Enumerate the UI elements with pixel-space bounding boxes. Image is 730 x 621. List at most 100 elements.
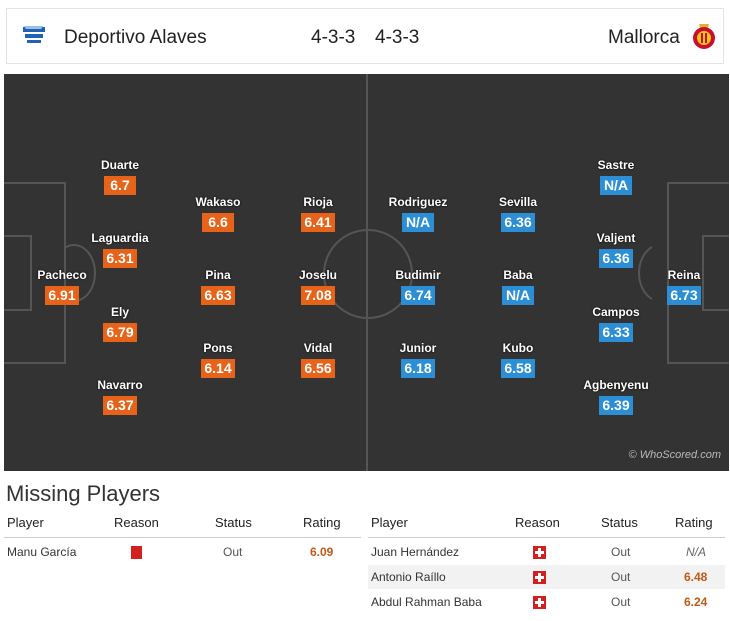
player-name: Rioja <box>303 195 333 209</box>
table-row[interactable]: Juan Hernández Out N/A <box>368 540 725 564</box>
injury-icon <box>533 546 546 559</box>
injury-icon <box>533 596 546 609</box>
home-player-laguardia[interactable]: Laguardia 6.31 <box>80 231 160 268</box>
player-name: Valjent <box>596 231 636 245</box>
watermark: © WhoScored.com <box>628 449 721 461</box>
player-name: Baba <box>503 268 533 282</box>
home-player-duarte[interactable]: Duarte 6.7 <box>80 158 160 195</box>
player-name: Rodriguez <box>388 195 448 209</box>
player-rating: 6.18 <box>401 359 435 378</box>
player-rating: 6.31 <box>103 249 137 268</box>
home-formation: 4-3-3 <box>311 27 356 48</box>
pitch: Pacheco 6.91 Duarte 6.7 Laguardia 6.31 E… <box>4 74 729 471</box>
away-penalty-box <box>667 182 729 364</box>
away-player-sastre[interactable]: Sastre N/A <box>576 158 656 195</box>
home-player-joselu[interactable]: Joselu 7.08 <box>278 268 358 305</box>
missing-status: Out <box>611 545 631 559</box>
table-row[interactable]: Antonio Raíllo Out 6.48 <box>368 565 725 589</box>
player-rating: 6.91 <box>45 286 79 305</box>
player-rating: 6.41 <box>301 213 335 232</box>
missing-rating: 6.24 <box>684 595 708 609</box>
col-player: Player <box>7 515 44 530</box>
away-player-kubo[interactable]: Kubo 6.58 <box>478 341 558 378</box>
player-name: Kubo <box>502 341 534 355</box>
missing-player-name[interactable]: Manu García <box>7 545 77 559</box>
player-rating: 6.7 <box>104 176 136 195</box>
home-player-vidal[interactable]: Vidal 6.56 <box>278 341 358 378</box>
away-player-reina[interactable]: Reina 6.73 <box>644 268 724 305</box>
missing-rating: 6.09 <box>310 545 334 559</box>
away-missing-table: Player Reason Status Rating Juan Hernánd… <box>368 515 725 615</box>
home-player-ely[interactable]: Ely 6.79 <box>80 305 160 342</box>
missing-player-name[interactable]: Juan Hernández <box>371 545 460 559</box>
home-player-pina[interactable]: Pina 6.63 <box>178 268 258 305</box>
player-name: Agbenyenu <box>583 378 649 392</box>
player-rating: 6.37 <box>103 396 137 415</box>
home-player-pacheco[interactable]: Pacheco 6.91 <box>22 268 102 305</box>
home-player-wakaso[interactable]: Wakaso 6.6 <box>178 195 258 232</box>
home-player-navarro[interactable]: Navarro 6.37 <box>80 378 160 415</box>
player-name: Pacheco <box>37 268 87 282</box>
center-circle <box>323 229 413 319</box>
alaves-crest-icon <box>21 23 47 52</box>
home-player-rioja[interactable]: Rioja 6.41 <box>278 195 358 232</box>
away-player-sevilla[interactable]: Sevilla 6.36 <box>478 195 558 232</box>
col-reason: Reason <box>114 515 159 530</box>
home-penalty-box <box>4 182 66 364</box>
injury-icon <box>533 571 546 584</box>
away-player-baba[interactable]: Baba N/A <box>478 268 558 305</box>
away-six-yard-box <box>702 235 729 311</box>
player-name: Vidal <box>303 341 333 355</box>
player-rating: 6.74 <box>401 286 435 305</box>
away-team-name[interactable]: Mallorca <box>608 27 680 48</box>
divider <box>368 537 725 538</box>
col-reason: Reason <box>515 515 560 530</box>
col-rating: Rating <box>675 515 713 530</box>
missing-status: Out <box>223 545 243 559</box>
missing-player-name[interactable]: Abdul Rahman Baba <box>371 595 482 609</box>
missing-rating: 6.48 <box>684 570 708 584</box>
player-rating: N/A <box>600 176 632 195</box>
divider <box>4 537 361 538</box>
missing-status: Out <box>611 570 631 584</box>
col-status: Status <box>601 515 638 530</box>
player-rating: 6.58 <box>501 359 535 378</box>
table-row[interactable]: Manu García Out 6.09 <box>4 540 361 564</box>
player-name: Sevilla <box>498 195 538 209</box>
player-name: Wakaso <box>195 195 241 209</box>
player-rating: 6.14 <box>201 359 235 378</box>
away-player-valjent[interactable]: Valjent 6.36 <box>576 231 656 268</box>
player-rating: 6.56 <box>301 359 335 378</box>
player-name: Pina <box>205 268 231 282</box>
missing-rating: N/A <box>686 545 707 559</box>
player-name: Campos <box>592 305 640 319</box>
home-team-name[interactable]: Deportivo Alaves <box>64 27 207 48</box>
player-rating: 6.36 <box>599 249 633 268</box>
missing-player-name[interactable]: Antonio Raíllo <box>371 570 446 584</box>
col-rating: Rating <box>303 515 341 530</box>
player-rating: 6.73 <box>667 286 701 305</box>
player-rating: 6.33 <box>599 323 633 342</box>
player-rating: 6.6 <box>202 213 234 232</box>
player-rating: 7.08 <box>301 286 335 305</box>
away-player-agbenyenu[interactable]: Agbenyenu 6.39 <box>576 378 656 415</box>
missing-players-title: Missing Players <box>6 481 161 506</box>
player-name: Navarro <box>97 378 143 392</box>
player-name: Laguardia <box>91 231 149 245</box>
player-name: Pons <box>203 341 233 355</box>
away-player-rodriguez[interactable]: Rodriguez N/A <box>378 195 458 232</box>
player-name: Duarte <box>100 158 139 172</box>
away-player-campos[interactable]: Campos 6.33 <box>576 305 656 342</box>
player-rating: 6.79 <box>103 323 137 342</box>
col-player: Player <box>371 515 408 530</box>
player-rating: N/A <box>502 286 534 305</box>
away-player-junior[interactable]: Junior 6.18 <box>378 341 458 378</box>
away-formation: 4-3-3 <box>375 27 420 48</box>
away-player-budimir[interactable]: Budimir 6.74 <box>378 268 458 305</box>
home-player-pons[interactable]: Pons 6.14 <box>178 341 258 378</box>
player-name: Joselu <box>298 268 337 282</box>
table-row[interactable]: Abdul Rahman Baba Out 6.24 <box>368 590 725 614</box>
player-rating: 6.63 <box>201 286 235 305</box>
home-missing-table: Player Reason Status Rating Manu García … <box>4 515 361 615</box>
player-rating: 6.39 <box>599 396 633 415</box>
